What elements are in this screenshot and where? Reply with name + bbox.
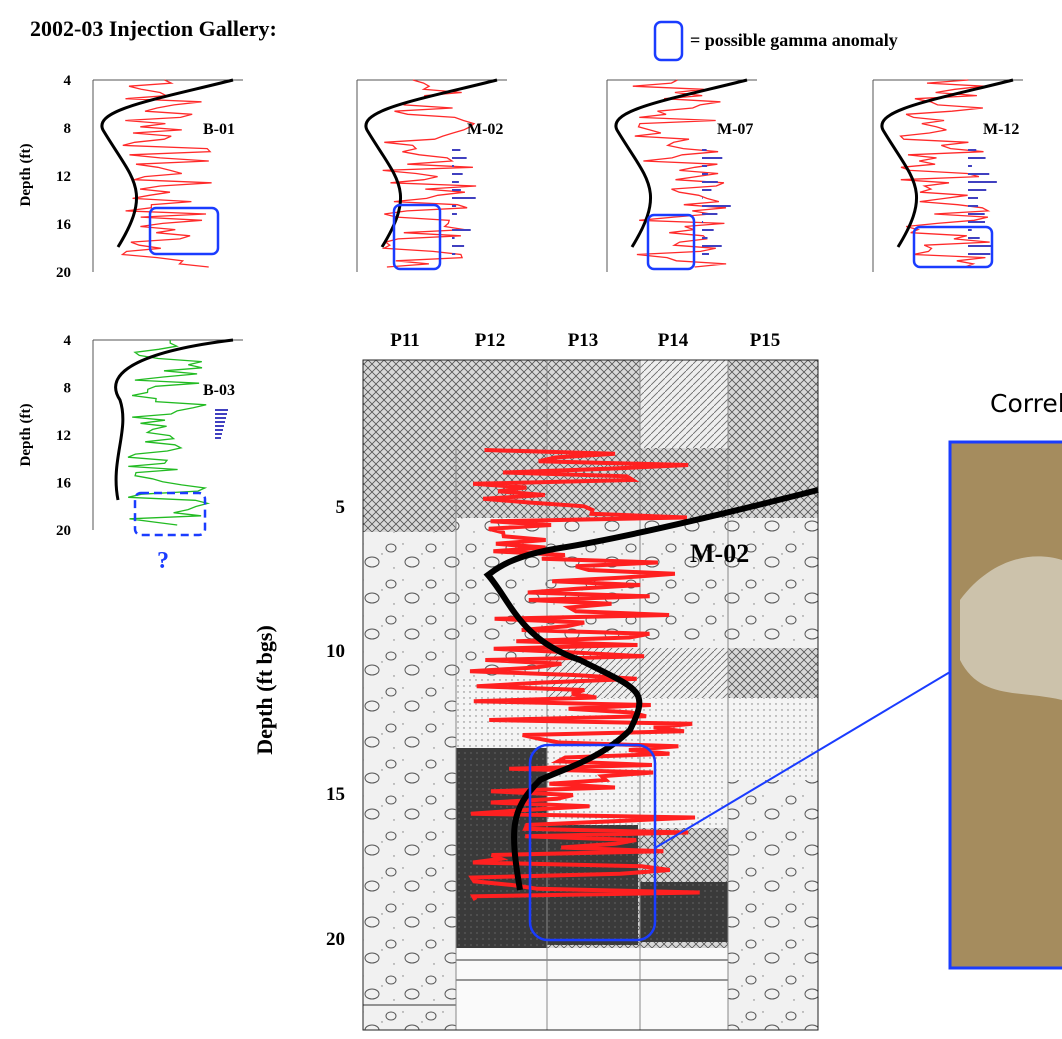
- well-label: B-03: [203, 382, 235, 399]
- axis: [606, 79, 757, 272]
- legend-box: [653, 20, 684, 62]
- resistivity-log: [114, 338, 234, 501]
- y-tick-label: 16: [56, 217, 72, 233]
- column-label: P15: [750, 330, 781, 351]
- y-tick-label: 20: [56, 523, 71, 539]
- y-tick-label: 4: [64, 333, 72, 349]
- column-label: P12: [475, 330, 506, 351]
- axis: [92, 339, 243, 530]
- gamma-log: [381, 79, 477, 268]
- axis-label: Depth (ft): [18, 144, 34, 207]
- axis-label: Depth (ft bgs): [252, 625, 277, 755]
- axis: [92, 79, 243, 272]
- well-label: M-12: [983, 121, 1019, 138]
- column-label: P11: [390, 330, 420, 351]
- anomaly-box: [148, 206, 220, 256]
- photo-caption: Correl: [990, 389, 1062, 418]
- well-label: B-01: [203, 121, 235, 138]
- resistivity-log: [880, 78, 1014, 248]
- y-tick-label: 4: [64, 73, 72, 89]
- axis-label: Depth (ft): [18, 404, 34, 467]
- log-label: M-02: [690, 539, 749, 568]
- resistivity-log: [614, 78, 748, 248]
- resistivity-log: [364, 78, 498, 248]
- cross-section: [362, 359, 819, 1031]
- title: 2002-03 Injection Gallery:: [30, 16, 277, 41]
- y-tick-label: 10: [326, 641, 345, 662]
- anomaly-box: [392, 203, 442, 271]
- y-tick-label: 20: [326, 929, 345, 950]
- anomaly-box: [646, 213, 696, 271]
- anomaly-box: [133, 491, 207, 537]
- axis: [872, 79, 1023, 272]
- column-label: P14: [658, 330, 689, 351]
- y-tick-label: 12: [56, 428, 71, 444]
- y-tick-label: 12: [56, 169, 71, 185]
- y-tick-label: 15: [326, 784, 345, 805]
- photo: [948, 440, 1062, 970]
- legend-text: = possible gamma anomaly: [690, 30, 898, 50]
- y-tick-label: 5: [336, 497, 346, 518]
- gamma-log: [632, 79, 727, 268]
- photo-detail: [960, 556, 1062, 700]
- resistivity-log: [100, 78, 234, 248]
- y-tick-label: 20: [56, 265, 71, 281]
- question-mark: ?: [157, 548, 169, 574]
- gamma-log: [120, 79, 212, 268]
- well-label: M-02: [467, 121, 503, 138]
- anomaly-box: [912, 225, 994, 269]
- y-tick-label: 8: [64, 121, 72, 137]
- well-label: M-07: [717, 121, 753, 138]
- y-tick-label: 8: [64, 381, 72, 397]
- axis: [356, 79, 507, 272]
- gamma-log: [899, 79, 991, 268]
- y-tick-label: 16: [56, 476, 72, 492]
- gamma-log: [127, 340, 211, 526]
- column-label: P13: [568, 330, 599, 351]
- connector: [654, 671, 951, 849]
